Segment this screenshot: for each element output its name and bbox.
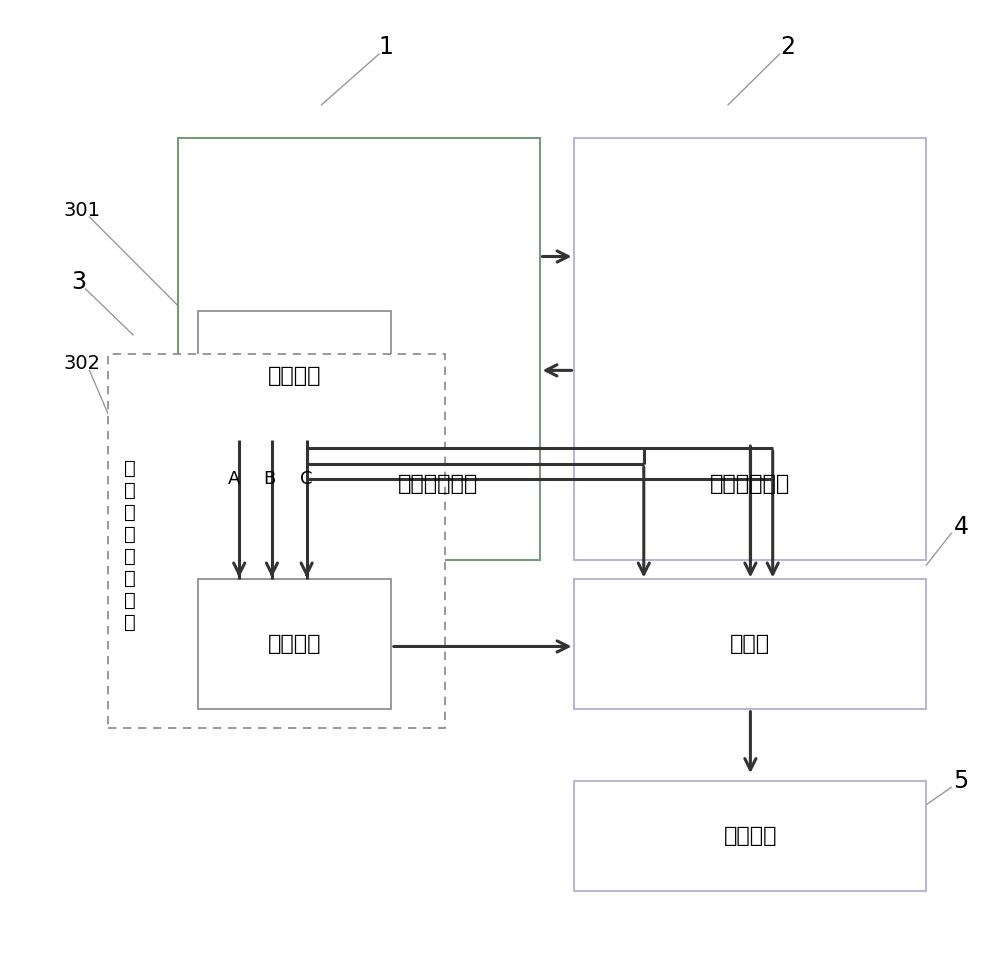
Text: 接收模块: 接收模块 — [267, 634, 321, 654]
Text: 302: 302 — [63, 354, 100, 373]
Text: C: C — [300, 470, 313, 487]
Text: 301: 301 — [63, 201, 100, 220]
Text: 1: 1 — [379, 36, 393, 59]
Bar — [178, 138, 540, 560]
Text: 共
模
故
障
检
测
模
块: 共 模 故 障 检 测 模 块 — [124, 459, 136, 632]
Text: 被控设备: 被控设备 — [724, 826, 777, 846]
Text: 硬件控制系统: 硬件控制系统 — [710, 474, 791, 493]
Bar — [198, 579, 391, 709]
Text: 3: 3 — [71, 270, 86, 294]
Bar — [108, 354, 445, 728]
Bar — [574, 579, 926, 709]
Text: 2: 2 — [780, 36, 795, 59]
Text: 发送模块: 发送模块 — [267, 366, 321, 386]
Text: 软件控制系统: 软件控制系统 — [398, 474, 478, 493]
Text: B: B — [263, 470, 275, 487]
Bar — [574, 138, 926, 560]
Text: A: A — [228, 470, 240, 487]
Text: 优选卡: 优选卡 — [730, 634, 770, 654]
Text: 4: 4 — [954, 514, 969, 539]
Text: 5: 5 — [954, 769, 969, 793]
Bar — [198, 311, 391, 440]
Bar — [574, 780, 926, 891]
